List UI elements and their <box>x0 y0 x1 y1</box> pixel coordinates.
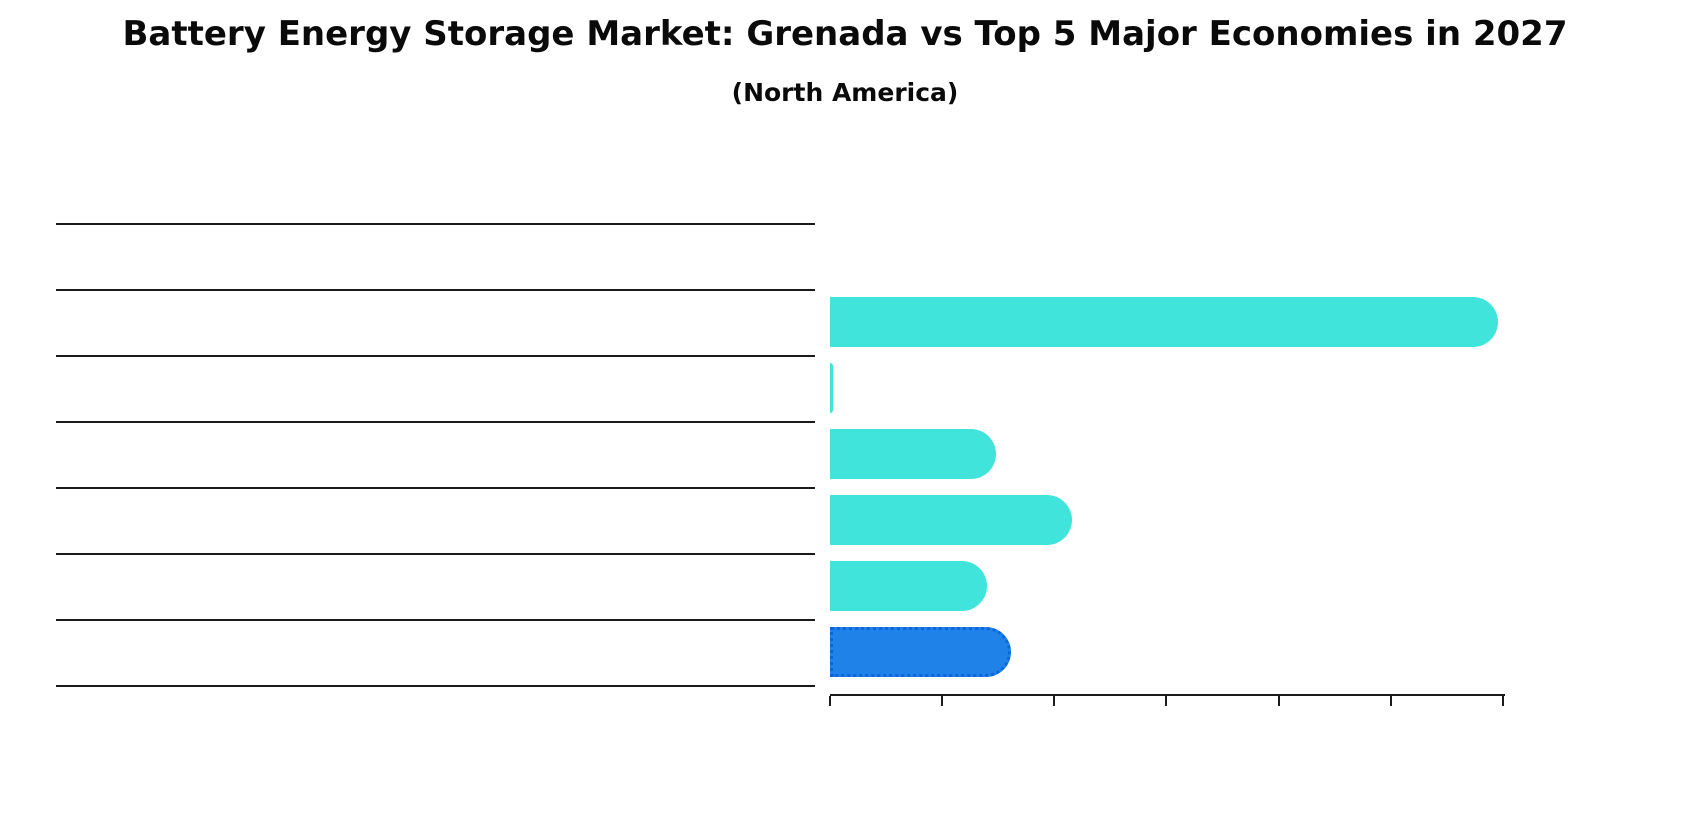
table-divider <box>56 223 815 225</box>
x-axis-tick <box>1501 696 1504 706</box>
table-divider <box>56 553 815 555</box>
bar <box>830 363 834 413</box>
table-divider <box>56 289 815 291</box>
x-axis-tick <box>1277 696 1280 706</box>
chart-title: Battery Energy Storage Market: Grenada v… <box>122 14 1568 54</box>
x-axis-tick <box>1165 696 1168 706</box>
chart-subtitle: (North America) <box>731 78 959 107</box>
bar-highlight <box>830 627 1011 677</box>
bar <box>830 429 996 479</box>
table-divider <box>56 487 815 489</box>
x-axis-tick <box>941 696 944 706</box>
bar <box>830 561 988 611</box>
x-axis-tick <box>829 696 831 706</box>
bar <box>830 297 1499 347</box>
table-divider <box>56 421 815 423</box>
bar <box>830 495 1073 545</box>
x-axis-tick <box>1389 696 1392 706</box>
table-divider <box>56 355 815 357</box>
table-divider <box>56 619 815 621</box>
table-divider <box>56 685 815 687</box>
x-axis-line <box>830 694 1505 696</box>
x-axis-tick <box>1053 696 1056 706</box>
